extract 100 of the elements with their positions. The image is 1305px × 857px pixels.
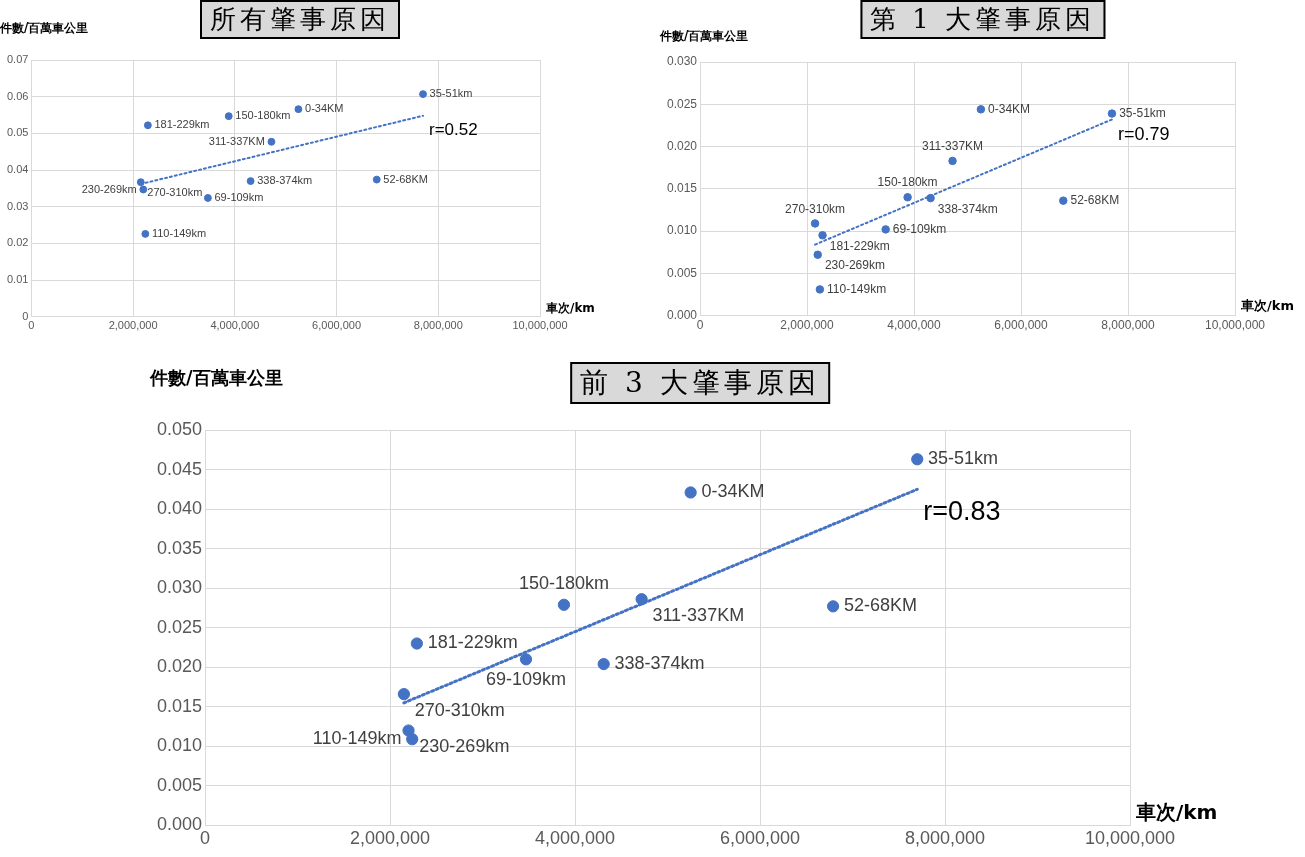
data-label: 52-68KM [843,595,917,616]
point [141,229,150,238]
data-label: 35-51km [1119,105,1166,120]
data-label: 52-68KM [1070,192,1120,207]
data-label: 311-337KM [208,134,265,147]
point [1107,109,1117,118]
data-label: 181-229km [829,238,890,253]
data-label: 35-51km [928,448,999,469]
y-tick-label: 0.02 [6,236,29,249]
data-label: 230-269km [419,735,510,756]
y-tick-label: 0.030 [157,577,203,598]
point [143,121,152,130]
point [410,637,423,650]
point [139,185,148,194]
y-tick-label: 0.05 [6,126,29,139]
y-tick-label: 0.025 [667,96,698,111]
data-label: 150-180km [518,572,609,593]
x-tick-label: 4,000,000 [210,319,260,332]
chart-title: 前 3 大肇事原因 [570,362,830,404]
point [1059,196,1068,205]
point [224,112,233,121]
y-tick-label: 0.01 [6,273,29,286]
data-label: 338-374km [257,174,313,187]
data-label: 270-310km [147,185,203,198]
y-tick-label: 0.005 [667,265,698,280]
x-tick-label: 8,000,000 [413,319,463,332]
data-label: 110-149km [151,226,207,239]
point [826,600,840,613]
data-label: 69-109km [892,221,947,236]
x-tick-label: 10,000,000 [1084,828,1176,849]
point [926,193,935,203]
x-tick-label: 4,000,000 [534,828,616,849]
point [519,653,533,666]
y-tick-label: 0.06 [6,89,29,102]
x-axis-title: 車次/km [1135,799,1218,824]
data-label: 52-68KM [383,172,428,185]
data-label: 0-34KM [701,481,765,502]
y-tick-label: 0.04 [6,163,29,176]
y-tick-label: 0.030 [667,54,698,69]
data-label: 35-51km [429,87,473,100]
y-tick-label: 0.015 [157,695,203,716]
data-label: 110-149km [827,281,887,296]
y-tick-label: 0.000 [667,307,698,322]
y-tick-label: 0.010 [157,735,203,756]
y-tick-label: 0.005 [157,774,203,795]
data-label: 230-269km [824,258,885,273]
y-tick-label: 0.020 [667,138,698,153]
data-label: 311-337KM [652,604,745,625]
point [267,137,276,146]
point [406,733,419,746]
y-axis-title: 件數/百萬車公里 [0,20,89,37]
point [684,486,697,499]
x-tick-label: 8,000,000 [1101,318,1156,333]
point [246,177,255,185]
x-tick-label: 2,000,000 [780,318,835,333]
point [635,593,648,606]
x-tick-label: 10,000,000 [1204,318,1266,333]
point [815,285,825,294]
x-tick-label: 6,000,000 [312,319,362,332]
y-axis-title: 件數/百萬車公里 [660,28,749,45]
point [597,657,610,671]
x-tick-label: 6,000,000 [994,318,1049,333]
y-tick-label: 0.025 [157,616,203,637]
y-tick-label: 0.045 [157,458,203,479]
x-tick-label: 10,000,000 [512,319,568,332]
point [818,231,827,240]
y-tick-label: 0.020 [157,656,203,677]
point [881,225,890,234]
x-tick-label: 8,000,000 [904,828,986,849]
point [810,219,820,228]
data-label: 0-34KM [988,101,1031,116]
data-label: 338-374km [937,201,998,216]
point [911,453,924,466]
y-tick-label: 0.03 [6,199,29,212]
point [948,156,957,166]
point [203,194,212,202]
data-label: 69-109km [214,190,264,203]
point [976,105,986,114]
y-axis-title: 件數/百萬車公里 [150,366,283,390]
point [397,688,411,701]
point [372,175,381,184]
y-tick-label: 0 [22,309,29,322]
point [813,250,822,259]
point [136,178,145,187]
y-tick-label: 0.07 [6,53,29,66]
y-tick-label: 0.015 [667,181,698,196]
data-label: 150-180km [235,109,291,122]
point [557,598,571,611]
data-label: 69-109km [485,669,567,690]
y-tick-label: 0.035 [157,537,203,558]
x-tick-label: 4,000,000 [887,318,942,333]
y-tick-label: 0.040 [157,498,203,519]
point [294,105,303,114]
data-label: 0-34KM [305,102,344,115]
data-label: 230-269km [81,182,137,195]
data-label: 110-149km [312,728,402,749]
annotation: r=0.83 [923,496,1001,527]
chart-title: 第 1 大肇事原因 [859,0,1106,39]
x-tick-label: 6,000,000 [719,828,801,849]
x-axis-title: 車次/km [545,300,595,315]
